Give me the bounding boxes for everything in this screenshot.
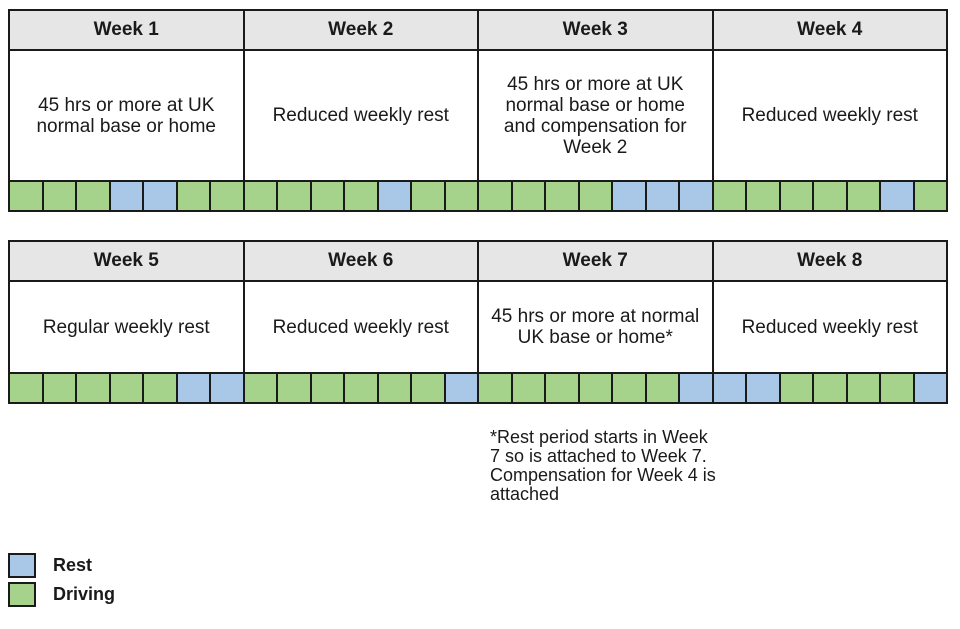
week-2-header: Week 2 xyxy=(245,11,479,49)
day-cell-driving xyxy=(244,374,278,402)
rest-swatch xyxy=(8,553,36,578)
day-cell-rest xyxy=(110,182,144,210)
day-cell-driving xyxy=(345,374,379,402)
day-cell-driving xyxy=(211,182,245,210)
day-cell-driving xyxy=(479,182,513,210)
day-cell-driving xyxy=(780,374,814,402)
day-cell-driving xyxy=(646,374,680,402)
day-cell-driving xyxy=(512,374,546,402)
day-cell-rest xyxy=(680,374,714,402)
week-header-row: Week 1 Week 2 Week 3 Week 4 xyxy=(10,11,946,51)
day-cell-driving xyxy=(412,374,446,402)
driving-swatch xyxy=(8,582,36,607)
day-cell-driving xyxy=(512,182,546,210)
day-cell-driving xyxy=(814,182,848,210)
week-1-header: Week 1 xyxy=(10,11,245,49)
day-cell-driving xyxy=(77,374,111,402)
day-cell-rest xyxy=(881,182,915,210)
day-cell-rest xyxy=(914,374,946,402)
day-cell-driving xyxy=(144,374,178,402)
day-cell-driving xyxy=(10,374,44,402)
day-cell-driving xyxy=(579,374,613,402)
day-cell-driving xyxy=(881,374,915,402)
day-cell-driving xyxy=(613,374,647,402)
day-cell-driving xyxy=(77,182,111,210)
day-cell-driving xyxy=(43,182,77,210)
day-cell-driving xyxy=(10,182,44,210)
day-cell-rest xyxy=(680,182,714,210)
day-cell-driving xyxy=(914,182,946,210)
day-cell-driving xyxy=(43,374,77,402)
day-cell-driving xyxy=(546,182,580,210)
week-1-description: 45 hrs or more at UK normal base or home xyxy=(10,51,245,180)
day-cell-driving xyxy=(847,374,881,402)
day-cell-driving xyxy=(311,374,345,402)
week-6-header: Week 6 xyxy=(245,242,479,280)
day-cell-driving xyxy=(847,182,881,210)
footnote: *Rest period starts in Week 7 so is atta… xyxy=(490,427,716,504)
day-cell-driving xyxy=(177,182,211,210)
day-cell-driving xyxy=(378,374,412,402)
weeks-1-4-table: Week 1 Week 2 Week 3 Week 4 45 hrs or mo… xyxy=(8,9,948,212)
week-description-row: Regular weekly rest Reduced weekly rest … xyxy=(10,282,946,374)
day-cell-driving xyxy=(713,182,747,210)
day-cell-rest xyxy=(613,182,647,210)
day-cell-driving xyxy=(546,374,580,402)
day-cell-driving xyxy=(780,182,814,210)
week-7-description: 45 hrs or more at normal UK base or home… xyxy=(479,282,714,372)
day-strip xyxy=(10,182,946,210)
day-cell-rest xyxy=(378,182,412,210)
week-5-description: Regular weekly rest xyxy=(10,282,245,372)
weeks-5-8-table: Week 5 Week 6 Week 7 Week 8 Regular week… xyxy=(8,240,948,404)
week-3-description: 45 hrs or more at UK normal base or home… xyxy=(479,51,714,180)
week-6-description: Reduced weekly rest xyxy=(245,282,479,372)
day-cell-driving xyxy=(412,182,446,210)
day-cell-driving xyxy=(278,374,312,402)
day-cell-rest xyxy=(445,374,479,402)
day-cell-rest xyxy=(177,374,211,402)
week-3-header: Week 3 xyxy=(479,11,714,49)
day-cell-driving xyxy=(579,182,613,210)
driving-legend-label: Driving xyxy=(53,584,116,604)
day-cell-rest xyxy=(747,374,781,402)
day-cell-driving xyxy=(479,374,513,402)
week-8-description: Reduced weekly rest xyxy=(741,316,918,338)
legend-rest: Rest xyxy=(8,553,92,578)
day-strip xyxy=(10,374,946,402)
day-cell-rest xyxy=(646,182,680,210)
day-cell-driving xyxy=(814,374,848,402)
day-cell-driving xyxy=(747,182,781,210)
week-8-header: Week 8 xyxy=(797,250,863,271)
day-cell-driving xyxy=(278,182,312,210)
legend-driving: Driving xyxy=(8,582,115,607)
day-cell-driving xyxy=(244,182,278,210)
day-cell-driving xyxy=(311,182,345,210)
week-description-row: 45 hrs or more at UK normal base or home… xyxy=(10,51,946,182)
day-cell-rest xyxy=(713,374,747,402)
day-cell-rest xyxy=(144,182,178,210)
week-header-row: Week 5 Week 6 Week 7 Week 8 xyxy=(10,242,946,282)
week-4-header: Week 4 xyxy=(797,19,863,40)
week-7-header: Week 7 xyxy=(479,242,714,280)
day-cell-driving xyxy=(110,374,144,402)
day-cell-rest xyxy=(211,374,245,402)
day-cell-driving xyxy=(345,182,379,210)
day-cell-driving xyxy=(445,182,479,210)
week-2-description: Reduced weekly rest xyxy=(245,51,479,180)
week-4-description: Reduced weekly rest xyxy=(741,105,918,126)
rest-legend-label: Rest xyxy=(53,555,93,575)
week-5-header: Week 5 xyxy=(10,242,245,280)
